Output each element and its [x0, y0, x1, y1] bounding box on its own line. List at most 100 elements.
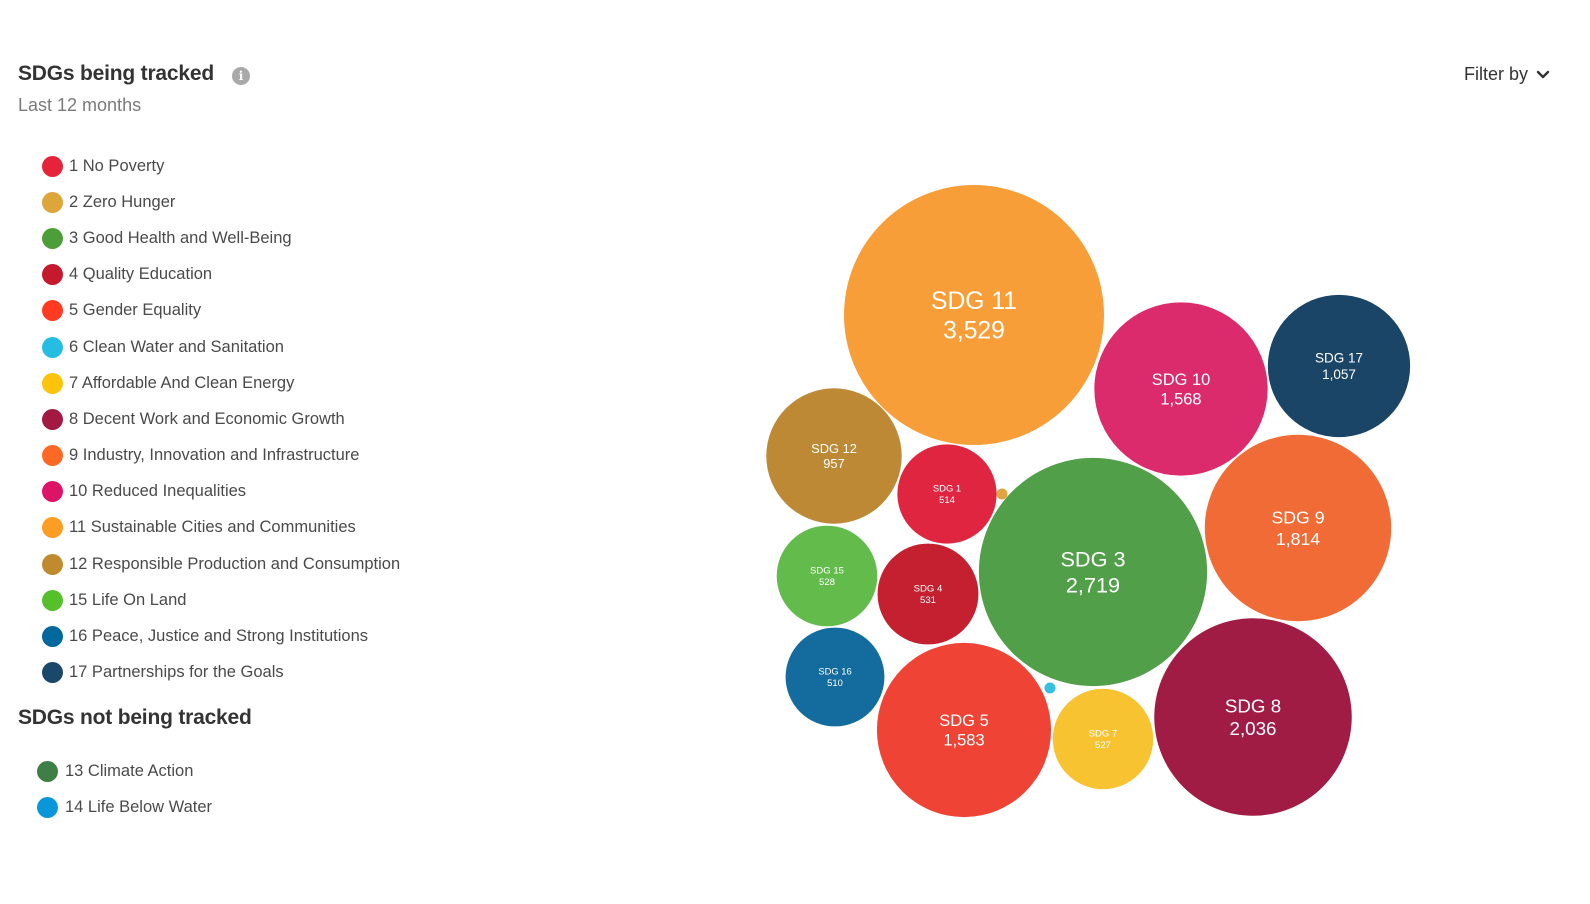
- legend-item[interactable]: 8 Decent Work and Economic Growth: [42, 401, 400, 437]
- info-icon[interactable]: i: [231, 66, 250, 85]
- color-swatch: [42, 300, 63, 322]
- color-swatch: [42, 662, 63, 684]
- legend-item[interactable]: 3 Good Health and Well-Being: [42, 220, 400, 256]
- bubble-value-label: 514: [939, 494, 955, 505]
- bubble-sdg-8[interactable]: SDG 82,036: [1154, 618, 1352, 816]
- not-tracked-label: 14 Life Below Water: [65, 797, 213, 816]
- bubble-circle: [1094, 302, 1268, 476]
- color-swatch: [37, 796, 58, 818]
- color-swatch: [42, 372, 63, 394]
- legend-label: 4 Quality Education: [69, 265, 213, 284]
- bubble-name-label: SDG 7: [1089, 729, 1118, 740]
- bubble-circle: [876, 642, 1052, 818]
- bubble-name-label: SDG 5: [939, 711, 989, 730]
- title-row: SDGs being tracked i: [18, 62, 250, 86]
- not-tracked-title: SDGs not being tracked: [18, 706, 252, 729]
- bubble-circle: [897, 444, 997, 544]
- bubble-value-label: 957: [823, 456, 844, 471]
- page-title: SDGs being tracked: [18, 62, 214, 85]
- legend-label: 1 No Poverty: [69, 156, 165, 175]
- color-swatch: [42, 408, 63, 430]
- legend-item[interactable]: 15 Life On Land: [42, 582, 400, 618]
- color-swatch: [42, 155, 63, 177]
- bubble-name-label: SDG 15: [810, 566, 844, 577]
- bubble-value-label: 3,529: [943, 317, 1005, 344]
- bubble-circle: [785, 627, 885, 727]
- bubble-value-label: 1,583: [943, 731, 984, 750]
- bubble-sdg-5[interactable]: SDG 51,583: [876, 642, 1052, 818]
- bubble-circle: [766, 388, 902, 524]
- color-swatch: [42, 626, 63, 648]
- not-tracked-item[interactable]: 13 Climate Action: [37, 753, 212, 789]
- legend-item[interactable]: 2 Zero Hunger: [42, 184, 400, 220]
- bubble-sdg-6[interactable]: [1044, 682, 1056, 694]
- not-tracked-label: 13 Climate Action: [65, 761, 194, 780]
- legend-label: 15 Life On Land: [69, 590, 187, 609]
- bubble-circle: [978, 457, 1208, 687]
- bubble-name-label: SDG 9: [1271, 508, 1324, 528]
- color-swatch: [42, 445, 63, 467]
- legend-label: 11 Sustainable Cities and Communities: [69, 518, 356, 537]
- filter-by-label: Filter by: [1463, 64, 1528, 84]
- legend-item[interactable]: 1 No Poverty: [42, 148, 400, 184]
- page-subtitle: Last 12 months: [18, 95, 142, 115]
- legend-item[interactable]: 10 Reduced Inequalities: [42, 474, 400, 510]
- bubble-value-label: 2,719: [1066, 573, 1120, 598]
- bubble-sdg-11[interactable]: SDG 113,529: [844, 185, 1104, 445]
- bubble-sdg-3[interactable]: SDG 32,719: [978, 457, 1208, 687]
- legend-label: 3 Good Health and Well-Being: [69, 228, 292, 247]
- color-swatch: [42, 517, 63, 539]
- tracked-legend: 1 No Poverty 2 Zero Hunger 3 Good Health a…: [42, 148, 400, 691]
- legend-item[interactable]: 4 Quality Education: [42, 257, 400, 293]
- legend-item[interactable]: 5 Gender Equality: [42, 293, 400, 329]
- legend-label: 8 Decent Work and Economic Growth: [69, 409, 345, 428]
- legend-item[interactable]: 17 Partnerships for the Goals: [42, 655, 400, 691]
- bubble-name-label: SDG 16: [818, 667, 851, 677]
- bubble-circle: [1267, 294, 1411, 438]
- legend-label: 12 Responsible Production and Consumptio…: [69, 554, 401, 573]
- bubble-circle: [844, 185, 1104, 445]
- bubble-circle: [1044, 682, 1056, 694]
- bubble-value-label: 528: [819, 577, 835, 588]
- bubble-value-label: 527: [1095, 740, 1111, 751]
- color-swatch: [42, 336, 63, 358]
- bubble-name-label: SDG 4: [914, 584, 943, 595]
- bubble-name-label: SDG 1: [933, 483, 961, 494]
- legend-item[interactable]: 9 Industry, Innovation and Infrastructur…: [42, 438, 400, 474]
- color-swatch: [42, 589, 63, 611]
- legend-item[interactable]: 7 Affordable And Clean Energy: [42, 365, 400, 401]
- bubble-name-label: SDG 17: [1315, 351, 1363, 366]
- legend-label: 17 Partnerships for the Goals: [69, 663, 284, 682]
- legend-item[interactable]: 12 Responsible Production and Consumptio…: [42, 546, 400, 582]
- bubble-circle: [877, 543, 979, 645]
- not-tracked-item[interactable]: 14 Life Below Water: [37, 789, 212, 825]
- color-swatch: [42, 481, 63, 503]
- bubble-value-label: 1,568: [1160, 391, 1201, 409]
- legend-item[interactable]: 16 Peace, Justice and Strong Institution…: [42, 618, 400, 654]
- bubble-name-label: SDG 8: [1225, 695, 1281, 716]
- color-swatch: [42, 264, 63, 286]
- legend-label: 5 Gender Equality: [69, 301, 202, 320]
- chevron-down-icon: [1536, 70, 1550, 78]
- bubble-name-label: SDG 11: [931, 288, 1017, 315]
- bubble-sdg-2[interactable]: [996, 488, 1008, 500]
- not-tracked-legend: 13 Climate Action 14 Life Below Water: [37, 753, 212, 825]
- color-swatch: [37, 760, 58, 782]
- legend-item[interactable]: 11 Sustainable Cities and Communities: [42, 510, 400, 546]
- filter-by-dropdown[interactable]: Filter by: [1464, 64, 1550, 85]
- bubble-value-label: 1,814: [1276, 529, 1320, 549]
- bubble-sdg-9[interactable]: SDG 91,814: [1204, 434, 1392, 622]
- legend-item[interactable]: 6 Clean Water and Sanitation: [42, 329, 400, 365]
- bubble-sdg-10[interactable]: SDG 10 1,568: [1094, 302, 1268, 476]
- bubble-value-label: 1,057: [1322, 367, 1356, 382]
- bubble-sdg-17[interactable]: SDG 171,057: [1267, 294, 1411, 438]
- legend-label: 9 Industry, Innovation and Infrastructur…: [69, 446, 360, 465]
- bubble-name-label: SDG 12: [811, 441, 857, 456]
- bubble-circle: [1154, 618, 1352, 816]
